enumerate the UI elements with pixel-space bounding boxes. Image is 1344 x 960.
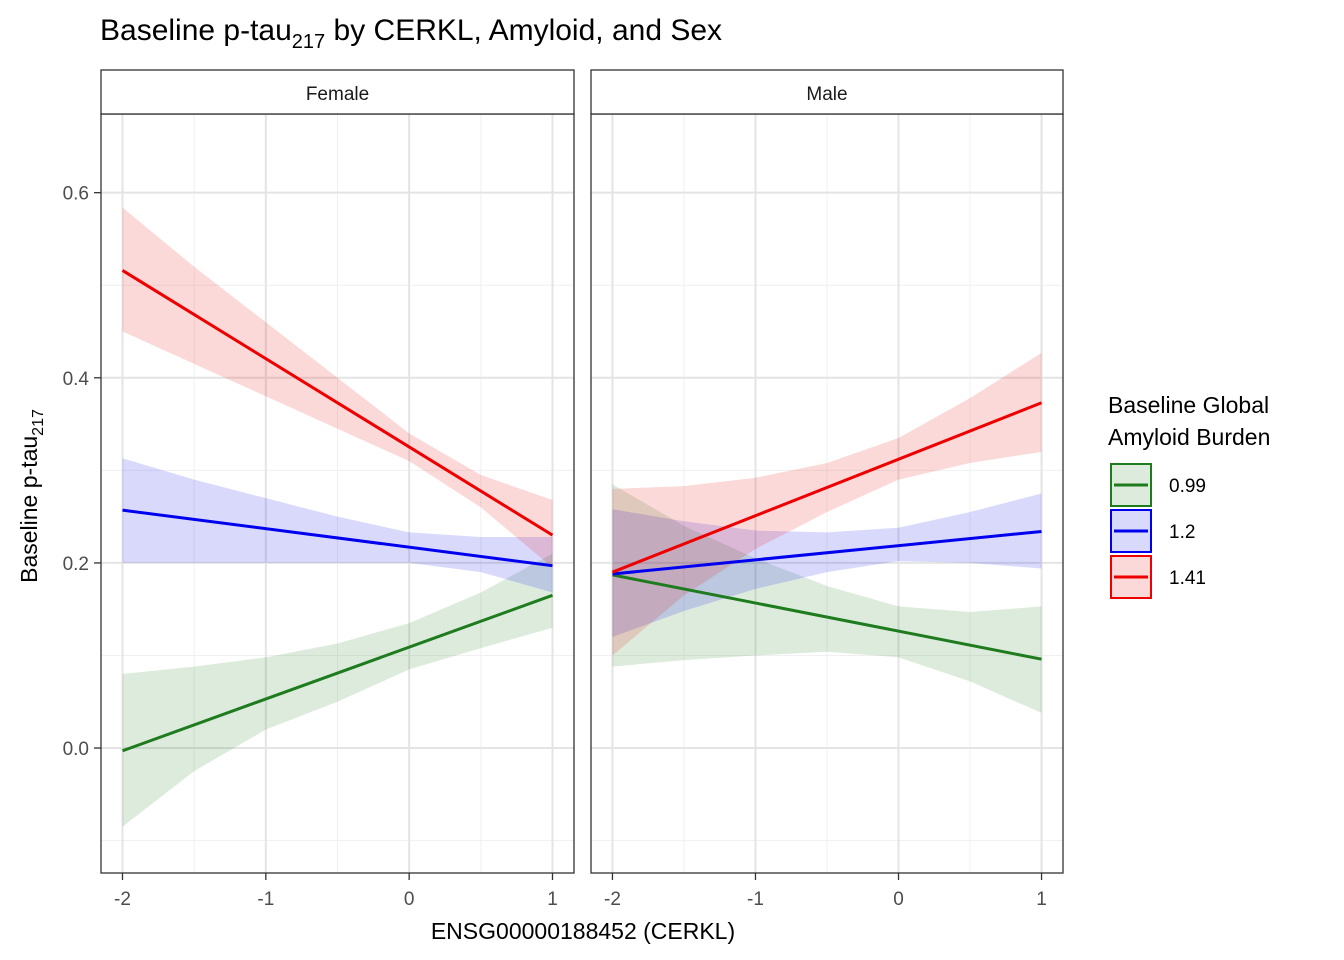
legend: Baseline Global Amyloid Burden 0.99 1.2 1.…	[1108, 392, 1270, 599]
x-tick-label: 0	[404, 889, 415, 910]
series-line-1.41	[611, 401, 1043, 574]
x-tick-label: -2	[114, 889, 131, 910]
y-axis-label-subscript: 217	[30, 409, 47, 436]
legend-label: 1.41	[1169, 568, 1206, 589]
legend-key-1.41: 1.41	[1110, 555, 1206, 599]
confidence-band-1.2	[122, 458, 553, 593]
series-line-1.2	[122, 508, 553, 568]
facet-strip-label: Male	[806, 84, 847, 105]
y-tick-label: 0.2	[63, 554, 89, 575]
x-tick-label: -1	[747, 889, 764, 910]
y-axis-label: Baseline p-tau217	[16, 409, 47, 583]
confidence-band-1.41	[612, 352, 1042, 656]
x-axis-label: ENSG00000188452 (CERKL)	[431, 918, 735, 944]
y-tick-label: 0.0	[63, 739, 89, 760]
x-tick-label: 1	[1036, 889, 1047, 910]
legend-label: 1.2	[1169, 522, 1195, 543]
legend-title-line-2: Amyloid Burden	[1108, 424, 1270, 450]
y-axis-label-main: Baseline p-tau	[16, 436, 42, 583]
series-line-0.99	[612, 573, 1042, 661]
x-tick-label: 1	[547, 889, 558, 910]
legend-title-line-1: Baseline Global	[1108, 392, 1269, 418]
confidence-band-0.99	[612, 484, 1042, 713]
legend-keys: 0.99 1.2 1.41	[1110, 463, 1206, 599]
chart-title-rest: by CERKL, Amyloid, and Sex	[325, 14, 722, 47]
y-tick-label: 0.4	[63, 369, 90, 390]
confidence-band-0.99	[122, 553, 553, 827]
x-tick-label: -2	[604, 889, 621, 910]
legend-label: 0.99	[1169, 476, 1206, 497]
legend-key-0.99: 0.99	[1110, 463, 1206, 507]
chart-title-main: Baseline p-tau	[100, 14, 292, 47]
x-tick-label: 0	[893, 889, 904, 910]
facet-strip-label: Female	[306, 84, 369, 105]
confidence-band-1.41	[122, 207, 553, 568]
series-line-1.41	[121, 269, 554, 537]
panel-male: Male -2 -1 0 1	[590, 69, 1064, 910]
x-tick-label: -1	[257, 889, 274, 910]
chart-title: Baseline p-tau217 by CERKL, Amyloid, and…	[100, 14, 722, 53]
panel-female: Female -2 -1 0 1 0.0 0.2 0.4 0.6	[63, 69, 575, 910]
series-line-1.2	[612, 529, 1042, 576]
facet-strip	[590, 69, 1064, 115]
legend-key-1.2: 1.2	[1110, 509, 1195, 553]
y-tick-label: 0.6	[63, 184, 89, 205]
facet-panels: Female -2 -1 0 1 0.0 0.2 0.4 0.6 Male -2 -1 0 1	[63, 69, 1064, 910]
chart-title-subscript: 217	[292, 31, 325, 53]
series-line-0.99	[121, 593, 554, 753]
facet-strip	[100, 69, 575, 115]
